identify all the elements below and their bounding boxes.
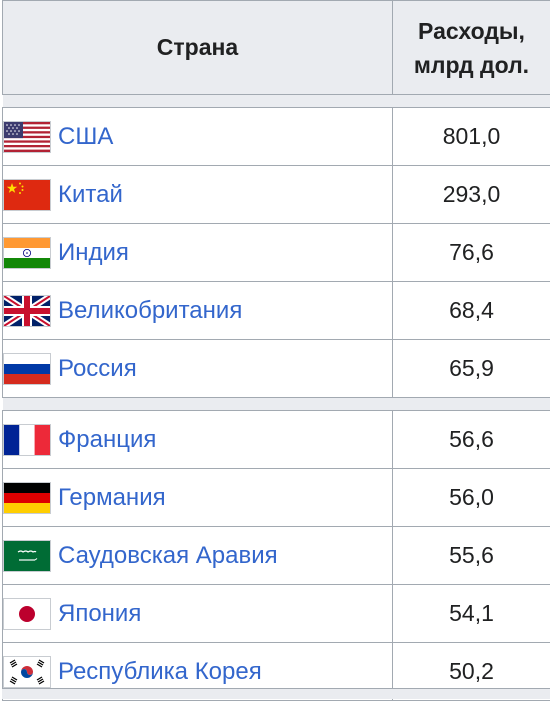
country-cell: Франция (3, 411, 393, 469)
spacer-cell (393, 95, 550, 108)
spending-value: 55,6 (393, 527, 550, 585)
column-header-spending-line1: Расходы, (418, 18, 525, 44)
table-row: Саудовская Аравия 55,6 (3, 527, 550, 585)
spending-value: 65,9 (393, 340, 550, 398)
usa-flag-icon (3, 121, 51, 153)
table-bottom-spacer (2, 688, 550, 699)
country-link[interactable]: США (58, 123, 113, 150)
country-cell: Индия (3, 224, 393, 282)
spending-value: 76,6 (393, 224, 550, 282)
spending-value: 801,0 (393, 108, 550, 166)
table-row: Великобритания 68,4 (3, 282, 550, 340)
country-cell: Германия (3, 469, 393, 527)
country-cell: Китай (3, 166, 393, 224)
japan-flag-icon (3, 598, 51, 630)
country-cell: Япония (3, 585, 393, 643)
table-row: Индия 76,6 (3, 224, 550, 282)
spacer-cell (3, 95, 393, 108)
country-link[interactable]: Республика Корея (58, 658, 262, 685)
france-flag-icon (3, 424, 51, 456)
spending-value: 293,0 (393, 166, 550, 224)
russia-flag-icon (3, 353, 51, 385)
spending-value: 56,0 (393, 469, 550, 527)
column-header-spending[interactable]: Расходы, млрд дол. (393, 1, 550, 95)
table-row: Россия 65,9 (3, 340, 550, 398)
country-cell: Россия (3, 340, 393, 398)
column-header-country[interactable]: Страна (3, 1, 393, 95)
country-link[interactable]: Франция (58, 426, 156, 453)
country-cell: Саудовская Аравия (3, 527, 393, 585)
country-link[interactable]: Индия (58, 239, 129, 266)
table-row: США 801,0 (3, 108, 550, 166)
country-link[interactable]: Великобритания (58, 297, 242, 324)
country-cell: Великобритания (3, 282, 393, 340)
country-link[interactable]: Россия (58, 355, 137, 382)
table-spacer-row (3, 95, 550, 108)
spending-value: 54,1 (393, 585, 550, 643)
spacer-cell (393, 398, 550, 411)
country-link[interactable]: Япония (58, 600, 141, 627)
table-row: Япония 54,1 (3, 585, 550, 643)
spending-value: 68,4 (393, 282, 550, 340)
country-link[interactable]: Германия (58, 484, 166, 511)
spending-value: 56,6 (393, 411, 550, 469)
china-flag-icon (3, 179, 51, 211)
saudi-arabia-flag-icon (3, 540, 51, 572)
country-cell: США (3, 108, 393, 166)
table-row: Китай 293,0 (3, 166, 550, 224)
table-row: Франция 56,6 (3, 411, 550, 469)
table-row: Германия 56,0 (3, 469, 550, 527)
uk-flag-icon (3, 295, 51, 327)
header-row: Страна Расходы, млрд дол. (3, 1, 550, 95)
south-korea-flag-icon (3, 656, 51, 688)
spacer-cell (3, 398, 393, 411)
germany-flag-icon (3, 482, 51, 514)
country-link[interactable]: Саудовская Аравия (58, 542, 278, 569)
country-link[interactable]: Китай (58, 181, 123, 208)
column-header-spending-line2: млрд дол. (414, 52, 529, 78)
india-flag-icon (3, 237, 51, 269)
table-spacer-row (3, 398, 550, 411)
